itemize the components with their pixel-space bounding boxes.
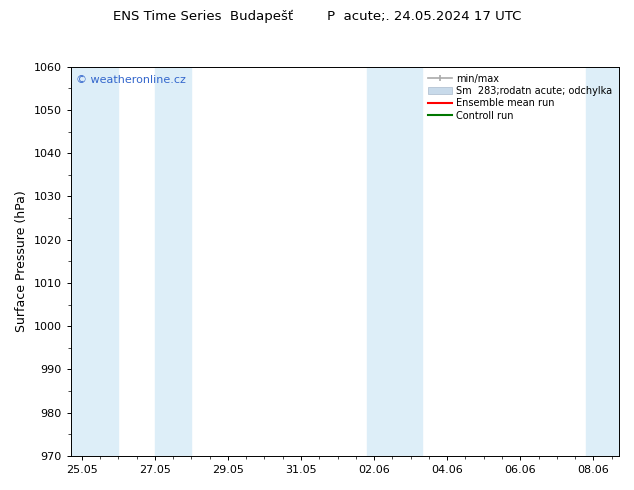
Bar: [155, 67, 191, 456]
Bar: [71, 67, 118, 456]
Text: ENS Time Series  Budapešť        P  acute;. 24.05.2024 17 UTC: ENS Time Series Budapešť P acute;. 24.05…: [113, 10, 521, 23]
Y-axis label: Surface Pressure (hPa): Surface Pressure (hPa): [15, 191, 28, 332]
Bar: [586, 67, 619, 456]
Text: © weatheronline.cz: © weatheronline.cz: [76, 74, 186, 85]
Bar: [367, 67, 422, 456]
Legend: min/max, Sm  283;rodatn acute; odchylka, Ensemble mean run, Controll run: min/max, Sm 283;rodatn acute; odchylka, …: [426, 72, 614, 123]
